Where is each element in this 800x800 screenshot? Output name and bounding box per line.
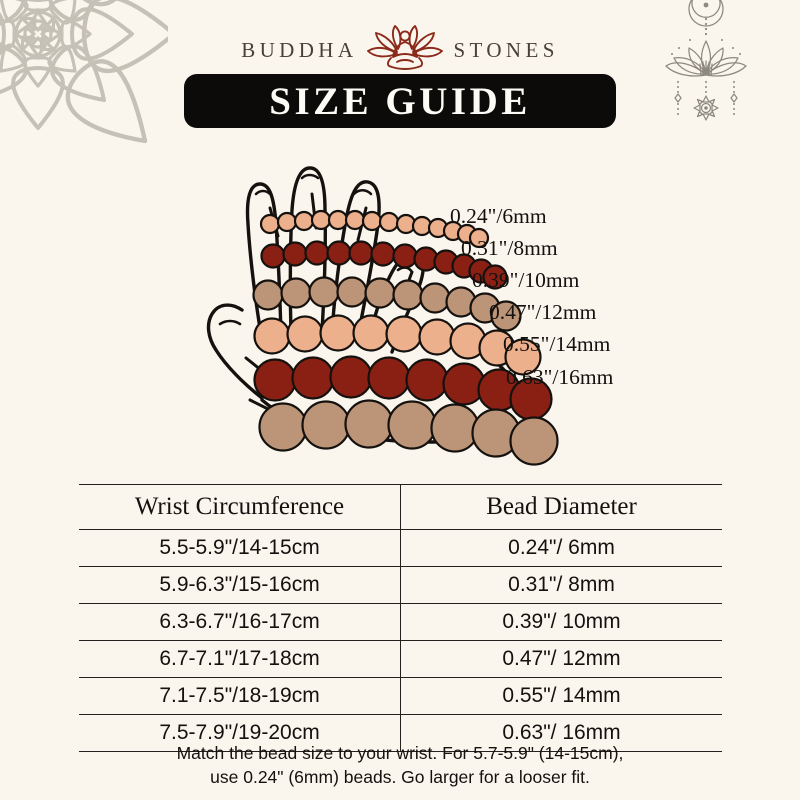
bead-label-12mm: 0.47"/12mm	[489, 300, 597, 324]
page-title: SIZE GUIDE	[269, 79, 531, 123]
table-row: 7.5-7.9"/19-20cm 0.63"/ 16mm	[79, 714, 722, 752]
table-row: 5.5-5.9"/14-15cm 0.24"/ 6mm	[79, 529, 722, 567]
cell-bead-3: 0.39"/ 10mm	[400, 603, 722, 641]
size-table: Wrist Circumference Bead Diameter 5.5-5.…	[79, 484, 722, 752]
bead-label-16mm: 0.63"/16mm	[506, 365, 614, 389]
brand-word-right: STONES	[453, 37, 559, 62]
footer-note: Match the bead size to your wrist. For 5…	[80, 742, 720, 789]
brand-word-left: BUDDHA	[241, 37, 358, 62]
header-bead-diameter: Bead Diameter	[400, 484, 722, 530]
header-wrist-circumference: Wrist Circumference	[79, 484, 401, 530]
bracelet-row-10mm	[252, 276, 522, 332]
bracelet-row-14mm	[253, 355, 553, 421]
footer-line-2: use 0.24" (6mm) beads. Go larger for a l…	[210, 766, 590, 787]
cell-bead-5: 0.55"/ 14mm	[400, 677, 722, 715]
cell-wrist-3: 6.3-6.7"/16-17cm	[79, 603, 401, 641]
table-row: 6.7-7.1"/17-18cm 0.47"/ 12mm	[79, 640, 722, 678]
footer-line-1: Match the bead size to your wrist. For 5…	[176, 743, 624, 763]
cell-bead-1: 0.24"/ 6mm	[400, 529, 722, 567]
cell-wrist-4: 6.7-7.1"/17-18cm	[79, 640, 401, 678]
bracelet-row-16mm	[258, 399, 559, 466]
cell-wrist-1: 5.5-5.9"/14-15cm	[79, 529, 401, 567]
table-row: 7.1-7.5"/18-19cm 0.55"/ 14mm	[79, 677, 722, 715]
cell-bead-4: 0.47"/ 12mm	[400, 640, 722, 678]
brand-header: BUDDHA STONES	[0, 22, 800, 78]
table-header-row: Wrist Circumference Bead Diameter	[79, 484, 722, 530]
cell-wrist-6: 7.5-7.9"/19-20cm	[79, 714, 401, 752]
table-row: 5.9-6.3"/15-16cm 0.31"/ 8mm	[79, 566, 722, 604]
cell-bead-6: 0.63"/ 16mm	[400, 714, 722, 752]
size-guide-title-banner: SIZE GUIDE	[184, 74, 616, 128]
cell-wrist-2: 5.9-6.3"/15-16cm	[79, 566, 401, 604]
bracelet-row-12mm	[253, 314, 542, 376]
bead-label-10mm: 0.39"/10mm	[472, 268, 580, 292]
lotus-meditation-icon	[367, 25, 444, 70]
cell-wrist-5: 7.1-7.5"/18-19cm	[79, 677, 401, 715]
table-row: 6.3-6.7"/16-17cm 0.39"/ 10mm	[79, 603, 722, 641]
cell-bead-2: 0.31"/ 8mm	[400, 566, 722, 604]
bead-label-6mm: 0.24"/6mm	[450, 204, 547, 228]
hand-with-bracelets-illustration	[206, 166, 559, 466]
bracelet-row-6mm	[259, 209, 490, 249]
bracelet-row-8mm	[260, 240, 508, 290]
bead-label-14mm: 0.55"/14mm	[503, 332, 611, 356]
bead-label-8mm: 0.31"/8mm	[461, 236, 558, 260]
